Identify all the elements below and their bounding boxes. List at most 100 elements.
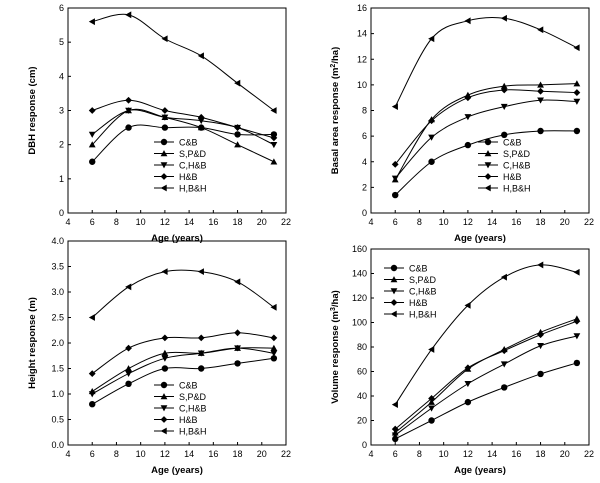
x-tick-label: 4	[368, 217, 373, 227]
data-point	[428, 417, 435, 424]
y-tick-label: 0.0	[51, 440, 64, 450]
y-tick-label: 4	[59, 71, 64, 81]
legend-marker	[484, 162, 492, 169]
legend-label: C,H&B	[409, 287, 437, 297]
y-tick-label: 1.5	[51, 364, 64, 374]
data-point	[197, 334, 205, 342]
series-H,B&H	[88, 268, 277, 321]
y-tick-label: 5	[59, 37, 64, 47]
x-tick-label: 10	[136, 449, 146, 459]
x-axis-label: Age (years)	[454, 233, 506, 244]
legend-marker	[390, 299, 398, 306]
data-point	[573, 359, 581, 367]
x-tick-label: 20	[257, 217, 267, 227]
data-point	[573, 89, 581, 96]
data-point	[270, 158, 278, 165]
data-point	[464, 141, 472, 149]
legend-label: S,P&D	[503, 149, 531, 159]
y-tick-label: 3.5	[51, 262, 64, 272]
data-point	[270, 131, 278, 138]
data-point	[428, 158, 435, 165]
series-H,B&H	[391, 261, 580, 408]
y-tick-label: 4.0	[51, 236, 64, 246]
x-tick-label: 18	[536, 449, 546, 459]
data-point	[89, 158, 96, 165]
series-line	[394, 130, 577, 196]
data-point	[161, 107, 169, 114]
data-point	[125, 370, 132, 377]
data-point	[270, 141, 278, 149]
data-point	[428, 117, 435, 125]
data-point	[161, 349, 169, 356]
x-tick-label: 4	[65, 217, 70, 227]
chart-panel-4: 4 6 8 10 12 14 16 18 20 22 0 20 40 60 80 100 120 140 160 Ag…	[330, 244, 595, 476]
x-tick-label: 10	[439, 217, 449, 227]
data-point	[88, 391, 96, 398]
x-axis-label: Age (years)	[151, 233, 203, 244]
data-point	[270, 303, 277, 311]
x-tick-label: 6	[90, 449, 95, 459]
y-tick-label: 140	[352, 269, 367, 279]
y-axis-label: Height response (m)	[27, 297, 38, 389]
data-point	[125, 11, 132, 19]
x-tick-label: 14	[184, 449, 194, 459]
series-C&B	[89, 355, 278, 408]
series-S,P&D	[391, 315, 581, 436]
data-point	[500, 14, 507, 22]
x-tick-label: 4	[368, 449, 373, 459]
data-point	[391, 175, 399, 182]
data-point	[197, 52, 204, 60]
data-point	[428, 405, 435, 412]
data-point	[198, 365, 205, 372]
data-point	[88, 107, 96, 114]
data-point	[500, 273, 507, 281]
data-point	[500, 82, 508, 89]
y-axis-label: Basal area response (m2/ha)	[330, 47, 342, 174]
x-tick-label: 20	[257, 449, 267, 459]
data-point	[573, 333, 581, 340]
data-point	[464, 381, 472, 388]
y-tick-label: 2	[59, 140, 64, 150]
x-tick-label: 18	[233, 449, 243, 459]
data-point	[428, 395, 435, 402]
data-point	[573, 44, 580, 52]
series-line	[91, 108, 275, 163]
series-H&B	[88, 329, 278, 377]
data-point	[234, 141, 241, 148]
y-tick-label: 2.5	[51, 313, 64, 323]
data-point	[161, 355, 169, 362]
y-tick-label: 100	[352, 318, 367, 328]
data-point	[270, 344, 278, 351]
data-point	[234, 345, 241, 352]
data-point	[234, 124, 241, 131]
data-point	[391, 160, 399, 168]
data-point	[464, 364, 472, 372]
data-point	[537, 370, 544, 378]
legend-label: H,B&H	[409, 310, 437, 320]
y-tick-label: 4	[362, 157, 367, 167]
series-C&B	[392, 359, 581, 443]
data-point	[392, 191, 399, 199]
legend-marker	[160, 162, 168, 169]
legend-label: C,H&B	[503, 161, 531, 171]
y-tick-label: 6	[59, 3, 64, 13]
series-line	[91, 347, 274, 395]
plot-frame	[67, 7, 287, 214]
series-line	[394, 99, 577, 179]
data-point	[428, 346, 435, 353]
legend-marker	[390, 288, 398, 295]
legend-marker	[484, 173, 492, 180]
series-C,H&B	[391, 333, 581, 439]
series-C,H&B	[391, 97, 581, 182]
x-axis-label: Age (years)	[454, 465, 506, 476]
series-line	[92, 99, 275, 139]
x-tick-label: 6	[393, 449, 398, 459]
legend-label: C&B	[503, 138, 522, 148]
data-point	[197, 268, 204, 275]
data-point	[464, 398, 472, 406]
series-C&B	[392, 127, 581, 199]
data-point	[197, 113, 205, 121]
y-tick-label: 0	[362, 208, 367, 218]
legend-label: C,H&B	[179, 161, 207, 171]
data-point	[537, 81, 544, 88]
